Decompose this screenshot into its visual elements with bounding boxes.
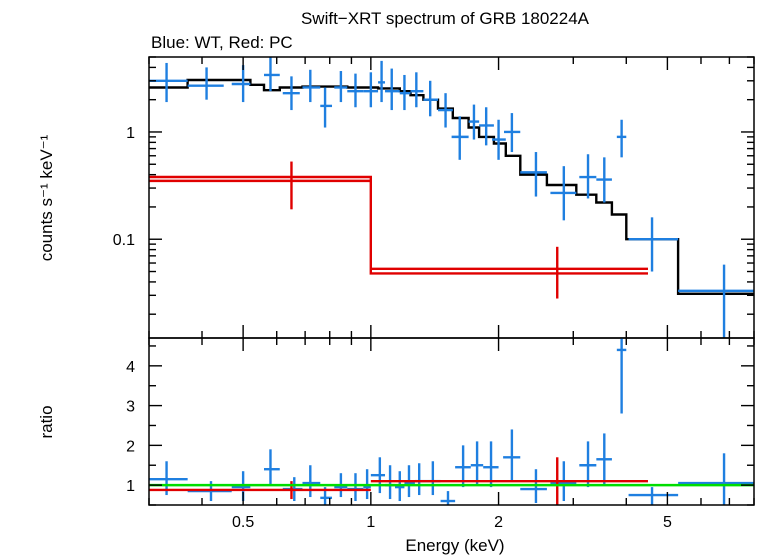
wt_model-line [149, 78, 754, 295]
wt-data-point [678, 264, 754, 338]
wt-data-point [423, 80, 439, 117]
wt-data-point [187, 67, 224, 100]
y-tick-label: 1 [126, 125, 135, 142]
chart-subtitle: Blue: WT, Red: PC [151, 33, 293, 52]
wt-data-point [468, 104, 480, 140]
wt-data-point [414, 463, 427, 496]
wt-data-point [264, 449, 280, 486]
y-tick-label: 2 [126, 438, 135, 455]
wt-data-point [438, 93, 453, 128]
wt-data-point [320, 87, 333, 128]
wt-data-point [282, 76, 300, 111]
chart-title: Swift−XRT spectrum of GRB 180224A [301, 9, 590, 28]
ratio-y-axis-label: ratio [37, 405, 56, 438]
wt-data-point [596, 157, 612, 203]
wt-data-point [264, 57, 280, 92]
pc-data-point [370, 246, 648, 299]
wt-data-point [451, 116, 469, 160]
spectrum-panel: 10.1 [113, 56, 755, 339]
y-tick-label: 0.1 [113, 232, 135, 249]
wt-data-point [550, 166, 577, 221]
x-tick-label: 1 [366, 514, 375, 531]
wt-data-point [678, 453, 754, 505]
top-y-axis-label: counts s⁻¹ keV⁻¹ [37, 134, 56, 261]
wt-data-point [302, 465, 321, 498]
wt-data-point [596, 433, 612, 486]
wt-data-point [347, 73, 364, 108]
wt-data-point [231, 65, 251, 103]
wt-data-point [410, 72, 424, 108]
wt-data-point [426, 461, 441, 496]
wt-data-point [503, 429, 521, 482]
x-tick-label: 2 [494, 514, 503, 531]
x-axis-label: Energy (keV) [405, 536, 504, 555]
wt-data-point [470, 441, 484, 486]
wt-data-point [579, 154, 597, 199]
wt-data-point [385, 68, 400, 111]
wt-data-point [628, 487, 679, 505]
wt-data-point [378, 60, 386, 103]
spectrum-data [149, 57, 754, 338]
ratio-panel: 0.5 1 2 5 1 2 3 4 [126, 337, 755, 531]
pc-data-point [149, 161, 371, 210]
spectrum-frame [148, 56, 755, 339]
wt-data-point [149, 62, 188, 103]
wt-data-point [479, 107, 494, 146]
y-tick-label: 1 [126, 478, 135, 495]
ratio-frame [148, 337, 755, 506]
wt-data-point [616, 119, 627, 158]
wt-data-point [483, 441, 499, 488]
wt-data-point [616, 338, 627, 414]
wt-data-point [347, 473, 364, 502]
wt-data-point [579, 441, 597, 488]
ratio-data [149, 338, 754, 505]
wt-data-point [302, 69, 321, 103]
wt-data-point [334, 71, 348, 103]
x-tick-label: 5 [663, 514, 672, 531]
wt-data-point [504, 113, 521, 153]
pc-data-point [149, 481, 371, 500]
wt-data-point [628, 217, 679, 272]
wt-data-point [370, 457, 386, 494]
wt-data-point [520, 152, 547, 197]
wt-data-point [440, 491, 456, 505]
wt-data-point [491, 119, 506, 160]
y-tick-label: 3 [126, 399, 135, 416]
y-tick-label: 4 [126, 359, 135, 376]
x-tick-label: 0.5 [232, 514, 254, 531]
wt-data-point [399, 74, 411, 111]
pc_model-line [149, 175, 648, 275]
wt-data-point [363, 72, 379, 108]
pc-data-point [370, 457, 648, 505]
